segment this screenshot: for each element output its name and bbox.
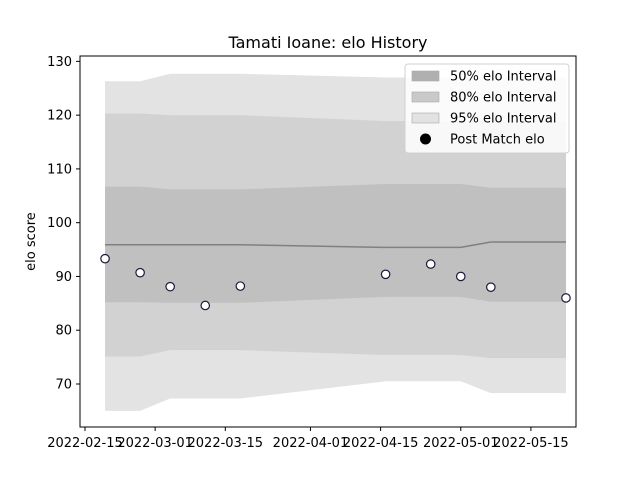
legend-swatch	[411, 70, 440, 82]
x-tick-label: 2022-05-01	[423, 436, 499, 451]
median-line-layer	[105, 241, 566, 249]
chart-title: Tamati Ioane: elo History	[228, 33, 428, 52]
post-match-point	[100, 253, 110, 264]
y-tick-label: 90	[55, 270, 72, 285]
band-50	[105, 183, 566, 303]
legend-label: 95% elo Interval	[450, 112, 557, 127]
legend-label: Post Match elo	[450, 133, 545, 148]
post-match-point	[235, 281, 246, 291]
legend-swatch	[411, 112, 440, 124]
y-tick-label: 80	[55, 324, 72, 339]
post-match-point	[135, 267, 145, 278]
x-tick-label: 2022-05-15	[493, 436, 569, 451]
post-match-point	[425, 259, 436, 269]
post-match-point	[486, 282, 496, 293]
post-match-points	[100, 253, 571, 311]
legend: 50% elo Interval 80% elo Interval 95% elo …	[404, 63, 570, 154]
legend-label: 80% elo Interval	[450, 91, 557, 106]
y-tick-label: 110	[47, 162, 72, 177]
x-tick-label: 2022-03-15	[188, 436, 264, 451]
legend-swatch	[411, 91, 440, 103]
y-tick-label: 70	[55, 377, 72, 392]
y-tick-label: 120	[47, 109, 72, 124]
interval-bands	[105, 73, 566, 411]
y-axis-label: elo score	[24, 212, 39, 271]
post-match-point	[200, 300, 211, 311]
legend-label: 50% elo Interval	[450, 70, 557, 85]
median-line	[105, 241, 566, 249]
x-tick-label: 2022-04-01	[273, 436, 349, 451]
legend-box	[404, 63, 570, 154]
post-match-point	[165, 281, 175, 292]
y-axis: 70 80 90 100 110 120 130	[47, 55, 80, 392]
x-tick-label: 2022-02-15	[47, 436, 123, 451]
post-match-point	[561, 293, 571, 303]
y-tick-label: 130	[47, 55, 72, 70]
post-match-point	[380, 269, 391, 280]
legend-marker	[420, 133, 431, 145]
y-tick-label: 100	[47, 216, 72, 231]
plot-frame	[79, 55, 577, 428]
post-match-point	[455, 271, 466, 282]
x-tick-label: 2022-03-01	[117, 436, 193, 451]
x-tick-label: 2022-04-15	[343, 436, 419, 451]
